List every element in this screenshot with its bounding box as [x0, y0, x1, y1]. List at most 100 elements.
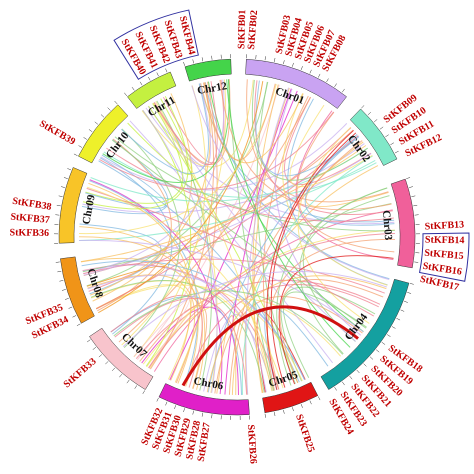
link [121, 79, 227, 346]
link [121, 128, 181, 348]
link [241, 155, 373, 395]
link [282, 291, 367, 379]
tick [367, 112, 372, 116]
link [153, 102, 356, 342]
tick [119, 373, 123, 378]
chromosome-label: Chr12 [196, 80, 228, 97]
link [79, 239, 364, 333]
tick [408, 186, 413, 188]
tick [192, 59, 194, 64]
tick [165, 68, 168, 73]
chromosome-label: Chr09 [80, 193, 97, 225]
tick [283, 60, 285, 65]
link [106, 147, 394, 222]
gene-label: StKFB25 [293, 413, 316, 454]
link [191, 85, 390, 281]
chromosome-arc [390, 178, 416, 269]
tick [404, 300, 408, 303]
tick [309, 400, 312, 405]
gene-label: StKFB01 [236, 9, 248, 49]
link [297, 126, 370, 324]
gene-label: StKFB02 [246, 10, 260, 50]
link [100, 123, 348, 191]
link [85, 154, 167, 209]
chromosome-label: Chr01 [274, 85, 306, 107]
tick [67, 168, 72, 171]
link [256, 310, 306, 393]
link [89, 180, 199, 386]
link [79, 83, 277, 235]
link [280, 286, 376, 382]
link [149, 82, 215, 370]
tick [318, 73, 321, 78]
tick [174, 405, 177, 410]
link [200, 83, 304, 164]
link [142, 109, 192, 367]
tick [56, 204, 61, 207]
highlight-link [181, 305, 359, 387]
tick [76, 323, 81, 326]
tick [400, 309, 405, 312]
tick [112, 367, 116, 372]
link [142, 229, 395, 365]
link [98, 81, 264, 314]
link [266, 129, 354, 391]
tick [292, 62, 294, 67]
link [83, 153, 372, 276]
link [148, 232, 395, 369]
link [228, 140, 363, 395]
chromosome-arc [78, 104, 129, 164]
link [113, 290, 344, 355]
link [83, 258, 385, 294]
tick [156, 397, 159, 402]
tick [211, 55, 213, 60]
gene-label: StKFB14 [425, 235, 465, 247]
link [254, 80, 393, 215]
tick [107, 107, 111, 111]
link [153, 102, 273, 392]
tick [300, 66, 303, 70]
tick [391, 326, 396, 329]
link [122, 270, 388, 347]
link [118, 96, 311, 343]
tick [292, 407, 294, 412]
link [202, 82, 276, 161]
gene-label: StKFB26 [245, 424, 259, 464]
link [133, 299, 190, 369]
chromosome-arc [58, 167, 88, 244]
link [80, 145, 367, 263]
gene-label: StKFB15 [424, 248, 464, 262]
tick [64, 297, 69, 300]
tick [94, 121, 99, 125]
tick [72, 315, 77, 318]
tick [183, 408, 185, 413]
link [153, 81, 218, 166]
tick [349, 375, 353, 380]
tick [318, 396, 321, 401]
links [78, 79, 395, 395]
tick [309, 69, 312, 74]
tick [283, 409, 285, 414]
chromosome-arc [60, 256, 95, 324]
tick [342, 381, 345, 386]
tick [411, 195, 416, 197]
tick [273, 412, 276, 417]
chromosome-arc [245, 58, 347, 109]
tick [134, 385, 138, 389]
link [82, 96, 189, 210]
link [262, 95, 309, 390]
tick [407, 292, 412, 294]
tick [414, 261, 419, 263]
tick [98, 354, 103, 358]
gene-label: StKFB38 [12, 196, 53, 213]
tick [406, 177, 411, 179]
tick [58, 195, 63, 197]
tick [100, 114, 105, 118]
chromosome-arc [89, 327, 154, 390]
tick [356, 369, 360, 374]
tick [413, 204, 418, 207]
tick [55, 261, 60, 263]
gene-label: StKFB33 [62, 356, 99, 390]
link [142, 109, 218, 394]
chromosome-arc [320, 278, 410, 390]
